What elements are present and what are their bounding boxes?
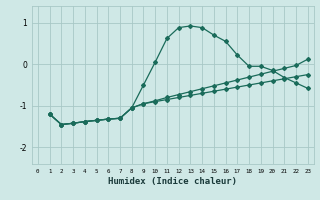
X-axis label: Humidex (Indice chaleur): Humidex (Indice chaleur) [108,177,237,186]
